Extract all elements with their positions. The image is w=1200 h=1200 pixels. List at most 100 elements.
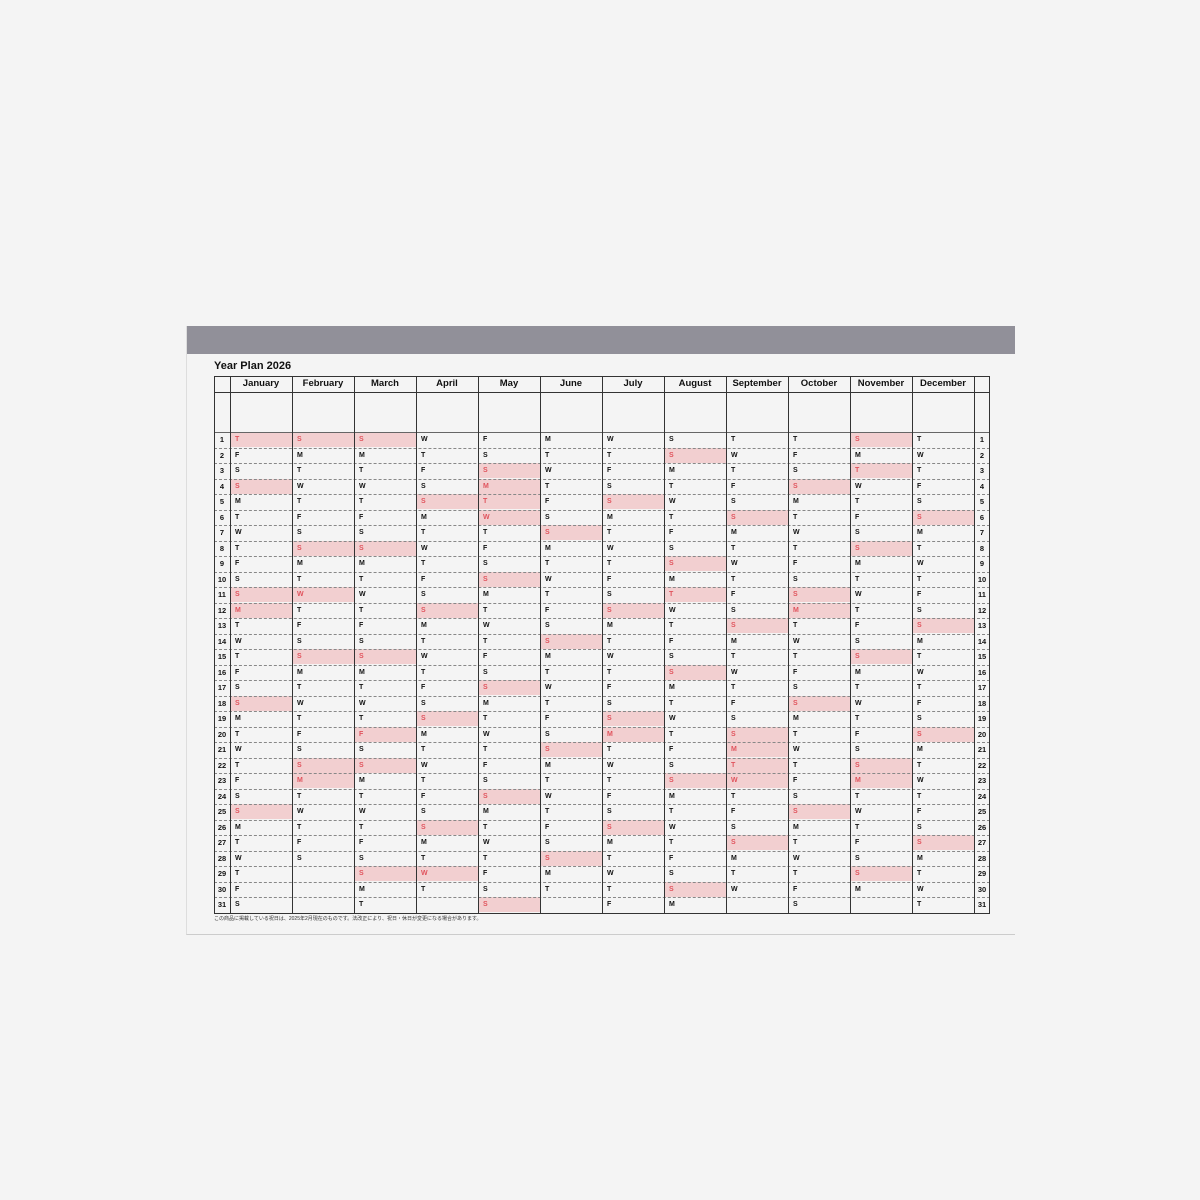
holiday-highlight bbox=[293, 432, 354, 447]
notes-cell[interactable] bbox=[540, 392, 602, 432]
month-header: November bbox=[857, 378, 905, 389]
header-band bbox=[187, 326, 1015, 354]
day-number: 6 bbox=[219, 512, 225, 522]
day-number: 26 bbox=[977, 822, 987, 832]
holiday-highlight bbox=[851, 757, 912, 773]
day-number: 31 bbox=[217, 900, 227, 909]
holiday-highlight bbox=[479, 571, 540, 587]
month-header: September bbox=[732, 378, 782, 389]
day-number: 21 bbox=[977, 745, 987, 754]
day-number: 9 bbox=[219, 559, 225, 568]
holiday-highlight bbox=[479, 509, 540, 525]
notes-cell[interactable] bbox=[478, 392, 540, 432]
month-header: April bbox=[436, 378, 458, 389]
grid-line bbox=[788, 376, 789, 913]
day-number: 17 bbox=[977, 683, 987, 692]
holiday-highlight bbox=[479, 680, 540, 695]
day-number: 18 bbox=[217, 698, 227, 708]
day-number: 5 bbox=[979, 497, 985, 506]
holiday-highlight bbox=[355, 757, 416, 773]
holiday-highlight bbox=[231, 695, 292, 711]
weekday-letters-column[interactable]: WTFSSMTWTFSSMTWTFSSMTWTFSSMTWTF bbox=[607, 432, 614, 913]
notes-cell[interactable] bbox=[850, 392, 912, 432]
day-number: 14 bbox=[977, 636, 987, 646]
weekday-letters-column[interactable]: SSMTWTFSSMTWTFSSMTWTFSSMTWTFSSM bbox=[669, 432, 676, 913]
holiday-highlight bbox=[727, 835, 788, 850]
notes-cell[interactable] bbox=[416, 392, 478, 432]
notes-cell[interactable] bbox=[726, 392, 788, 432]
weekday-letters-column[interactable]: SMTWTFSSMTWTFSSMTWTFSSMTWTFS bbox=[297, 432, 304, 866]
grid-line bbox=[478, 376, 479, 913]
month-header: July bbox=[623, 378, 643, 389]
day-number: 12 bbox=[977, 605, 987, 615]
holiday-highlight bbox=[851, 773, 912, 788]
notes-cell[interactable] bbox=[788, 392, 850, 432]
day-number: 2 bbox=[979, 450, 985, 460]
day-number: 15 bbox=[977, 652, 987, 661]
holiday-highlight bbox=[293, 649, 354, 664]
holiday-highlight bbox=[479, 478, 540, 494]
grid-line bbox=[850, 376, 851, 913]
holiday-highlight bbox=[417, 494, 478, 509]
holiday-highlight bbox=[293, 757, 354, 773]
holiday-highlight bbox=[417, 602, 478, 618]
weekday-letters-column[interactable]: WTFSSMTWTFSSMTWTFSSMTWTFSSMTWT bbox=[421, 432, 428, 897]
holiday-highlight bbox=[355, 649, 416, 664]
weekday-letters-column[interactable]: TFSSMTWTFSSMTWTFSSMTWTFSSMTWTFS bbox=[793, 432, 800, 913]
holiday-highlight bbox=[293, 587, 354, 602]
holiday-highlight bbox=[231, 804, 292, 819]
month-header: December bbox=[920, 378, 966, 389]
notes-cell[interactable] bbox=[354, 392, 416, 432]
row-divider bbox=[214, 912, 990, 914]
grid-line bbox=[540, 376, 541, 913]
holiday-highlight bbox=[355, 540, 416, 556]
holiday-highlight bbox=[789, 804, 850, 819]
day-number: 9 bbox=[979, 559, 985, 568]
weekday-letters-column[interactable]: TWTFSSMTWTFSSMTWTFSSMTWTFSSMTW bbox=[731, 432, 738, 897]
day-number: 10 bbox=[977, 574, 987, 584]
holiday-highlight bbox=[913, 835, 974, 850]
notes-cell[interactable] bbox=[292, 392, 354, 432]
grid-line bbox=[602, 376, 603, 913]
notes-cell[interactable] bbox=[230, 392, 292, 432]
holiday-highlight bbox=[479, 494, 540, 509]
holiday-highlight bbox=[541, 633, 602, 649]
holiday-highlight bbox=[479, 788, 540, 804]
day-number: 17 bbox=[217, 683, 227, 692]
grid-line bbox=[912, 376, 913, 913]
weekday-letters-column[interactable]: SMTWTFSSMTWTFSSMTWTFSSMTWTFSSM bbox=[855, 432, 862, 897]
holiday-highlight bbox=[665, 587, 726, 602]
notes-cell[interactable] bbox=[664, 392, 726, 432]
holiday-highlight bbox=[417, 819, 478, 835]
holiday-highlight bbox=[293, 773, 354, 788]
day-number: 29 bbox=[977, 869, 987, 878]
grid-line bbox=[989, 376, 990, 913]
holiday-highlight bbox=[727, 757, 788, 773]
weekday-letters-column[interactable]: TFSSMTWTFSSMTWTFSSMTWTFSSMTWTFS bbox=[235, 432, 242, 913]
weekday-letters-column[interactable]: SMTWTFSSMTWTFSSMTWTFSSMTWTFSSMT bbox=[359, 432, 366, 913]
day-number: 30 bbox=[977, 884, 987, 894]
notes-cell[interactable] bbox=[912, 392, 974, 432]
holiday-highlight bbox=[355, 432, 416, 447]
weekday-letters-column[interactable]: TWTFSSMTWTFSSMTWTFSSMTWTFSSMTWT bbox=[917, 432, 924, 913]
holiday-highlight bbox=[541, 742, 602, 757]
day-number: 23 bbox=[217, 776, 227, 785]
holiday-highlight bbox=[603, 494, 664, 509]
day-number: 16 bbox=[217, 667, 227, 677]
holiday-highlight bbox=[355, 866, 416, 881]
holiday-highlight bbox=[789, 602, 850, 618]
year-planner-sheet: Year Plan 2026 January TFSSMTWTFSSMTWTFSS… bbox=[186, 326, 1015, 935]
notes-cell[interactable] bbox=[602, 392, 664, 432]
holiday-highlight bbox=[603, 602, 664, 618]
grid-line bbox=[974, 376, 975, 913]
weekday-letters-column[interactable]: MTWTFSSMTWTFSSMTWTFSSMTWTFSSMT bbox=[545, 432, 552, 897]
holiday-highlight bbox=[913, 509, 974, 525]
day-number: 7 bbox=[979, 528, 985, 537]
day-number: 30 bbox=[217, 884, 227, 894]
holiday-highlight bbox=[851, 463, 912, 478]
day-number: 15 bbox=[217, 652, 227, 661]
footnote: この商品に掲載している祝日は、2025年2月現在のものです。法改正により、祝日・… bbox=[214, 916, 482, 922]
holiday-highlight bbox=[789, 587, 850, 602]
weekday-letters-column[interactable]: FSSMTWTFSSMTWTFSSMTWTFSSMTWTFSS bbox=[483, 432, 490, 913]
day-number: 24 bbox=[217, 791, 227, 801]
